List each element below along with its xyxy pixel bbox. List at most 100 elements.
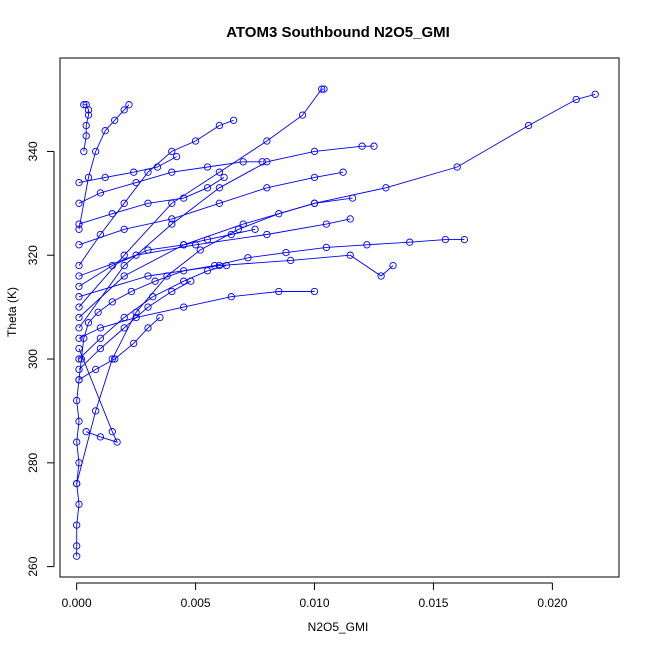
data-point xyxy=(75,220,83,228)
data-point xyxy=(203,235,212,244)
series-line xyxy=(78,218,351,277)
data-point xyxy=(82,428,90,436)
data-point xyxy=(591,90,599,98)
data-point xyxy=(239,158,247,166)
data-point xyxy=(75,324,83,332)
data-point xyxy=(82,132,90,140)
data-point xyxy=(282,248,290,257)
data-point xyxy=(263,137,271,145)
x-tick-label: 0.020 xyxy=(537,596,567,610)
series-line xyxy=(78,161,263,204)
data-point xyxy=(310,147,319,156)
data-point xyxy=(229,116,238,124)
data-point xyxy=(382,184,390,192)
data-point xyxy=(75,334,83,342)
data-point xyxy=(263,230,271,239)
y-tick-label: 340 xyxy=(26,141,40,161)
data-point xyxy=(275,287,283,296)
data-point xyxy=(187,277,195,285)
series-line xyxy=(83,104,89,152)
data-point xyxy=(203,163,212,171)
y-axis-label: Theta (K) xyxy=(5,287,19,337)
data-point xyxy=(287,256,295,265)
data-point xyxy=(180,267,188,275)
data-point xyxy=(73,542,81,550)
y-tick-label: 300 xyxy=(26,349,40,369)
data-point xyxy=(96,189,105,197)
data-point xyxy=(168,287,176,296)
data-point xyxy=(108,298,116,306)
data-point xyxy=(370,142,378,150)
data-point xyxy=(125,101,133,109)
data-point xyxy=(84,111,93,119)
data-point xyxy=(108,210,116,218)
data-point xyxy=(144,303,152,311)
data-point xyxy=(168,220,176,228)
data-point xyxy=(111,355,119,363)
y-tick-label: 260 xyxy=(26,556,40,576)
data-point xyxy=(75,282,83,291)
x-tick-label: 0.010 xyxy=(300,596,330,610)
data-point xyxy=(120,225,128,233)
data-point xyxy=(168,215,176,223)
data-point xyxy=(82,101,90,109)
data-point xyxy=(251,225,259,233)
data-point xyxy=(101,127,109,135)
data-point xyxy=(377,272,385,280)
series-line xyxy=(78,171,344,246)
series-line xyxy=(78,254,394,298)
data-point xyxy=(132,178,140,187)
data-point xyxy=(73,396,81,405)
data-point xyxy=(120,106,128,114)
data-point xyxy=(220,173,228,182)
data-point xyxy=(203,267,212,275)
data-point xyxy=(191,241,200,249)
data-point xyxy=(441,235,450,244)
data-point xyxy=(222,261,231,270)
data-point xyxy=(75,225,83,233)
data-point xyxy=(322,220,331,228)
series-line xyxy=(78,104,130,230)
data-point xyxy=(196,246,204,254)
data-point xyxy=(111,116,119,124)
data-point xyxy=(215,184,224,192)
data-point xyxy=(120,251,128,259)
data-point xyxy=(75,241,83,249)
data-point xyxy=(80,334,88,342)
data-point xyxy=(75,313,83,322)
data-point xyxy=(75,376,83,384)
data-point xyxy=(151,277,159,285)
data-point xyxy=(80,147,88,156)
data-point xyxy=(108,355,116,363)
data-point xyxy=(215,121,224,130)
data-point xyxy=(82,121,90,130)
data-point xyxy=(263,158,271,166)
data-point xyxy=(310,173,319,182)
data-point xyxy=(75,417,83,425)
data-point xyxy=(96,433,105,441)
plot-frame xyxy=(59,57,620,578)
x-tick-label: 0.005 xyxy=(181,596,211,610)
data-point xyxy=(310,287,319,296)
series-line xyxy=(78,119,234,266)
data-point xyxy=(73,438,81,446)
data-point xyxy=(227,230,235,239)
data-point xyxy=(144,272,152,280)
data-point xyxy=(572,95,580,104)
series-line xyxy=(78,88,324,308)
data-point xyxy=(180,241,188,249)
data-point xyxy=(168,168,176,176)
y-tick-label: 280 xyxy=(26,452,40,472)
data-point xyxy=(149,293,157,301)
data-point xyxy=(92,407,100,415)
data-point xyxy=(127,287,136,296)
data-point xyxy=(96,344,105,353)
data-point xyxy=(75,178,83,187)
series-line xyxy=(78,291,315,339)
data-point xyxy=(346,251,354,259)
data-point xyxy=(120,261,128,270)
data-point xyxy=(156,313,164,322)
